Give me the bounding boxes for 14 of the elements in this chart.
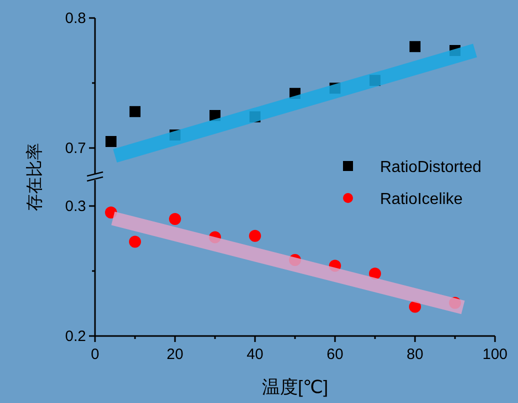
x-tick-label: 100 [482, 346, 508, 363]
x-tick-label: 20 [166, 346, 184, 363]
x-axis-title: 温度[℃] [262, 377, 328, 397]
legend-label: RatioDistorted [380, 159, 482, 176]
y-tick-label: 0.7 [65, 140, 86, 157]
y-tick-label: 0.2 [65, 328, 86, 345]
x-tick-label: 80 [406, 346, 424, 363]
y-tick-label: 0.3 [65, 198, 86, 215]
x-tick-label: 0 [90, 346, 100, 363]
x-tick-label: 60 [326, 346, 344, 363]
legend-label: RatioIcelike [380, 191, 463, 208]
y-tick-label: 0.8 [65, 10, 86, 27]
y-axis-title: 存在比率 [25, 143, 44, 211]
x-tick-label: 40 [246, 346, 264, 363]
